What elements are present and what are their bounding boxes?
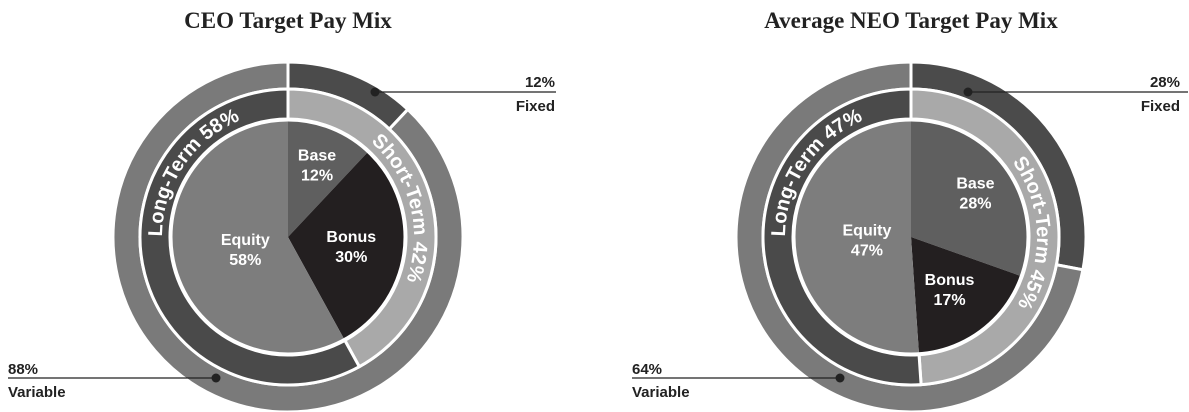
slice-label-base: Base [298, 148, 336, 165]
inner-pie-rim [792, 118, 1030, 356]
pie-slice-bonus [911, 237, 1021, 353]
slice-label-equity: Equity [221, 232, 270, 249]
slice-value-equity: 58% [229, 252, 261, 269]
pie-slice-base [911, 121, 1027, 276]
slice-label-equity: Equity [843, 223, 892, 240]
callout-label-variable: Variable [632, 384, 690, 401]
callout-label-fixed: Fixed [1141, 98, 1180, 115]
slice-value-base: 28% [959, 196, 991, 213]
chart-ceo: CEO Target Pay Mix Base 12% Bonus 30% Equity 5… [8, 8, 556, 412]
callout-pct-variable: 88% [8, 361, 38, 378]
callout-pct-fixed: 12% [525, 74, 555, 91]
slice-value-base: 12% [301, 168, 333, 185]
chart-neo: Average NEO Target Pay Mix Base 28% Bonus 17… [632, 8, 1188, 412]
slice-value-equity: 47% [851, 243, 883, 260]
pie-slice-bonus [288, 152, 404, 339]
slice-label-base: Base [956, 176, 994, 193]
callout-label-variable: Variable [8, 384, 66, 401]
slice-label-bonus: Bonus [925, 272, 975, 289]
callout-pct-variable: 64% [632, 361, 662, 378]
chart-title: Average NEO Target Pay Mix [764, 8, 1058, 33]
pie-slice-equity [795, 121, 919, 353]
callout-pct-fixed: 28% [1150, 74, 1180, 91]
slice-value-bonus: 17% [934, 292, 966, 309]
chart-title: CEO Target Pay Mix [184, 8, 392, 33]
callout-label-fixed: Fixed [516, 98, 555, 115]
pie-slice-equity [172, 121, 344, 353]
inner-pie-rim [169, 118, 407, 356]
slice-label-bonus: Bonus [326, 229, 376, 246]
slice-value-bonus: 30% [335, 249, 367, 266]
pie-slice-base [288, 121, 368, 237]
